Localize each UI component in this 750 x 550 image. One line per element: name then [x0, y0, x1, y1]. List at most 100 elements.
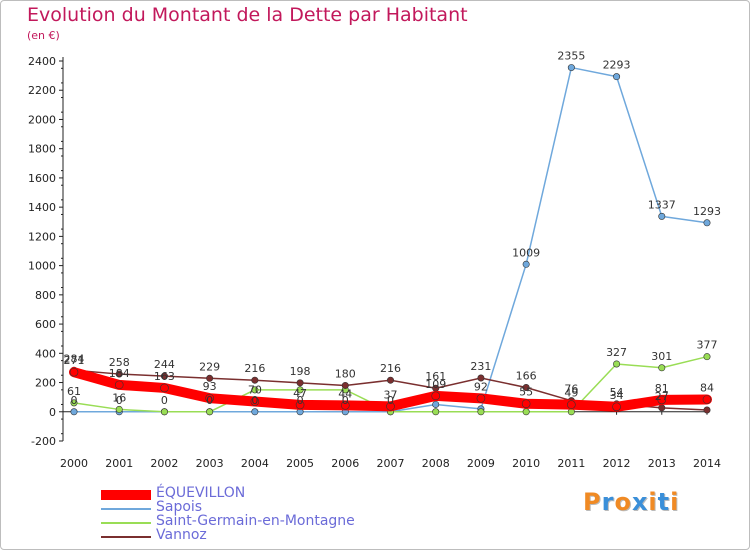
x-tick-label: 2005 [286, 457, 314, 470]
data-point [296, 379, 304, 387]
data-point [251, 408, 259, 416]
data-point [522, 384, 530, 392]
data-label: 54 [610, 386, 624, 399]
data-point [476, 394, 486, 403]
data-label: 84 [700, 381, 714, 394]
data-point [567, 400, 576, 409]
data-label: 180 [335, 367, 356, 380]
data-label: 2355 [557, 50, 585, 63]
chart-subtitle: (en €) [27, 29, 60, 42]
data-label: 1009 [512, 246, 540, 259]
data-point [613, 360, 621, 368]
data-point [432, 408, 440, 416]
x-tick-label: 2010 [512, 457, 540, 470]
data-point [70, 408, 78, 416]
y-tick-label: 1800 [28, 143, 56, 156]
data-point [114, 380, 124, 390]
data-point [70, 399, 78, 407]
data-point [251, 376, 259, 384]
legend-label: Saint-Germain-en-Montagne [156, 513, 355, 529]
data-point [613, 73, 621, 81]
data-point [160, 372, 168, 380]
data-point [521, 399, 531, 409]
data-point [295, 400, 305, 410]
data-point [386, 402, 395, 411]
data-label: 258 [109, 356, 130, 369]
chart-title: Evolution du Montant de la Dette par Hab… [27, 4, 468, 26]
x-tick-label: 2008 [422, 457, 450, 470]
data-label: 0 [116, 394, 123, 407]
data-point [386, 376, 394, 384]
data-label: 16 [112, 391, 126, 404]
data-point [702, 395, 712, 404]
data-label: 327 [606, 346, 627, 359]
y-tick-label: 1200 [28, 230, 56, 243]
data-label: 0 [161, 394, 168, 407]
legend-swatch [101, 522, 151, 524]
legend-label: Sapois [156, 499, 203, 515]
data-label: 109 [425, 378, 446, 391]
data-label: 70 [248, 384, 262, 397]
data-point [206, 374, 214, 382]
data-label: 93 [203, 380, 217, 393]
data-point [115, 370, 123, 378]
data-label: 76 [564, 383, 578, 396]
x-tick-label: 2000 [60, 457, 88, 470]
data-point [477, 374, 485, 382]
data-label: 34 [610, 389, 624, 402]
data-label: 81 [655, 382, 669, 395]
x-tick-label: 2013 [648, 457, 676, 470]
data-label: 61 [67, 385, 81, 398]
data-label: 229 [199, 360, 220, 373]
data-point [703, 219, 711, 227]
y-tick-label: 200 [35, 377, 56, 390]
data-point [250, 397, 260, 406]
data-point [340, 401, 350, 410]
data-point [115, 405, 123, 413]
data-label: 284 [64, 352, 85, 365]
data-label: 0 [71, 394, 78, 407]
y-tick-label: 2200 [28, 84, 56, 97]
y-tick-label: 600 [35, 318, 56, 331]
proxiti-logo: Proxiti [583, 488, 680, 516]
legend-swatch [101, 508, 151, 510]
data-label: 198 [290, 365, 311, 378]
data-label: 231 [470, 360, 491, 373]
data-label: 216 [380, 362, 401, 375]
y-tick-label: 1600 [28, 172, 56, 185]
data-point [160, 383, 169, 393]
data-label: 271 [64, 354, 85, 367]
data-label: 92 [474, 380, 488, 393]
x-tick-label: 2001 [105, 457, 133, 470]
data-label: 163 [154, 370, 175, 383]
x-tick-label: 2007 [377, 457, 405, 470]
data-point [160, 408, 168, 416]
data-point [612, 402, 621, 412]
data-point [658, 364, 666, 372]
data-label: 37 [384, 388, 398, 401]
data-label: 166 [516, 370, 537, 383]
data-label: 0 [206, 394, 213, 407]
x-tick-label: 2012 [603, 457, 631, 470]
data-point [341, 381, 349, 389]
data-point [657, 395, 667, 405]
data-label: 1337 [648, 198, 676, 211]
data-point [205, 393, 214, 403]
data-label: 0 [297, 394, 304, 407]
legend-label: Vannoz [156, 527, 207, 543]
data-point [522, 260, 530, 268]
data-label: 2293 [603, 59, 631, 72]
data-label: 216 [244, 362, 265, 375]
data-label: 1293 [693, 205, 721, 218]
data-point [658, 212, 666, 220]
data-label: 0 [251, 394, 258, 407]
data-label: 0 [387, 394, 394, 407]
x-tick-label: 2002 [150, 457, 178, 470]
y-tick-label: 0 [49, 406, 56, 419]
x-tick-label: 2003 [196, 457, 224, 470]
data-label: 55 [519, 386, 533, 399]
legend-label: ÉQUEVILLON [156, 485, 246, 501]
y-tick-label: 1000 [28, 260, 56, 273]
